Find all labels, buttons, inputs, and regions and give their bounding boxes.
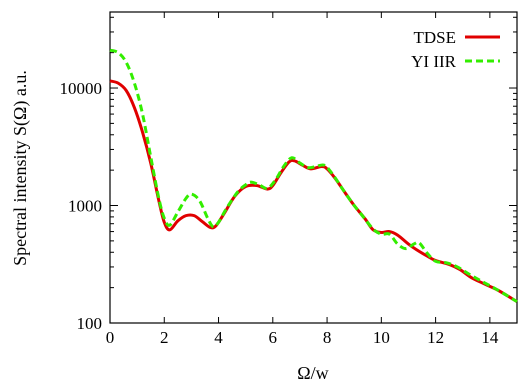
- x-tick-label: 8: [323, 328, 332, 347]
- x-tick-label: 2: [160, 328, 169, 347]
- x-axis-title: Ω/w: [297, 363, 328, 383]
- series-line-tdse: [109, 79, 518, 303]
- y-axis-ticks: 100 1000 10000: [60, 16, 517, 333]
- series-layer: [109, 48, 518, 303]
- x-tick-label: 14: [481, 328, 499, 347]
- x-tick-label: 0: [106, 328, 115, 347]
- x-tick-label: 6: [269, 328, 278, 347]
- y-tick-label: 100: [77, 314, 103, 333]
- legend-label: YI IIR: [411, 52, 457, 71]
- plot-frame: [109, 11, 518, 324]
- y-tick-label: 1000: [68, 197, 102, 216]
- x-axis-ticks: 0 2 4 6 8 10 12 14: [106, 12, 499, 347]
- series-line-yi-iir: [109, 48, 518, 303]
- x-tick-label: 12: [427, 328, 444, 347]
- x-tick-label: 10: [373, 328, 390, 347]
- legend-label: TDSE: [414, 28, 457, 47]
- y-axis-title: Spectral intensity S(Ω) a.u.: [10, 70, 31, 266]
- x-tick-label: 4: [214, 328, 223, 347]
- y-tick-label: 10000: [60, 79, 103, 98]
- legend: TDSE YI IIR: [411, 28, 500, 71]
